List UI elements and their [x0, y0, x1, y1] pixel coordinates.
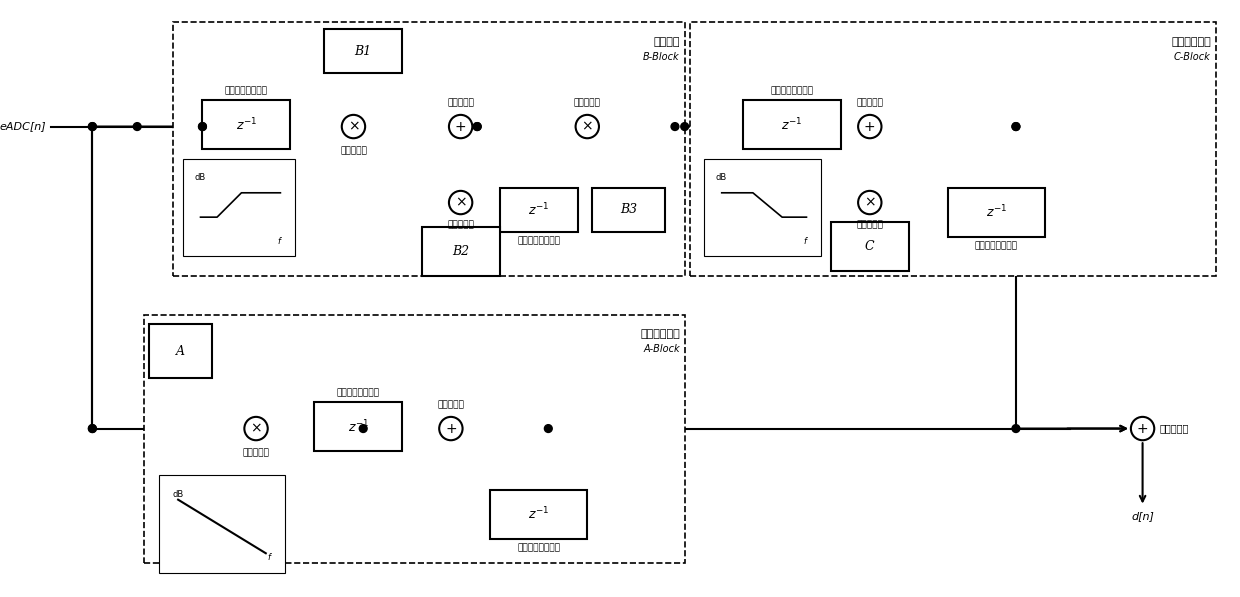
Bar [159, 475, 285, 573]
Circle shape [575, 115, 599, 139]
Text: 第一延迟寄存单元: 第一延迟寄存单元 [337, 389, 379, 398]
Text: 第四加法器: 第四加法器 [857, 98, 883, 107]
Text: B2: B2 [453, 245, 469, 258]
Bar [144, 315, 684, 563]
Bar [324, 29, 402, 73]
Text: f: f [804, 236, 806, 245]
Circle shape [1012, 122, 1019, 131]
Text: B-Block: B-Block [644, 51, 680, 61]
Circle shape [88, 424, 97, 432]
Circle shape [198, 122, 206, 131]
Text: dB: dB [715, 173, 727, 182]
Circle shape [244, 417, 268, 440]
Bar [422, 227, 500, 276]
Circle shape [360, 424, 367, 432]
Text: A: A [176, 344, 185, 358]
Bar [689, 22, 1215, 276]
Text: 第四延迟寄存单元: 第四延迟寄存单元 [517, 236, 560, 245]
Circle shape [88, 122, 97, 131]
Text: +: + [455, 119, 466, 134]
Circle shape [474, 122, 481, 131]
Bar [831, 222, 909, 270]
Text: 微分模块: 微分模块 [653, 37, 680, 47]
Circle shape [342, 115, 365, 139]
Text: +: + [1137, 421, 1148, 436]
Text: 第五乘法器: 第五乘法器 [574, 98, 600, 107]
Circle shape [88, 122, 97, 131]
Text: $z^{-1}$: $z^{-1}$ [986, 204, 1007, 220]
Text: ×: × [864, 196, 875, 210]
Bar [149, 324, 212, 378]
Text: +: + [445, 421, 456, 436]
Text: B3: B3 [620, 204, 637, 216]
Text: dB: dB [172, 490, 184, 499]
Text: f: f [268, 553, 270, 562]
Text: 第一乘法器: 第一乘法器 [243, 448, 269, 457]
Text: 第四乘法器: 第四乘法器 [857, 220, 883, 229]
Circle shape [1131, 417, 1154, 440]
Text: 第五延迟寄存单元: 第五延迟寄存单元 [770, 87, 813, 96]
Text: f: f [278, 236, 280, 245]
Text: 第二积分模块: 第二积分模块 [1171, 37, 1210, 47]
Text: +: + [864, 119, 875, 134]
Bar [593, 188, 665, 232]
Text: ×: × [582, 119, 593, 134]
Bar [704, 159, 821, 256]
Text: $z^{-1}$: $z^{-1}$ [528, 506, 549, 522]
Text: B1: B1 [355, 45, 372, 57]
Text: 第一加法器: 第一加法器 [1159, 423, 1188, 433]
Text: 第二延迟寄存单元: 第二延迟寄存单元 [517, 543, 560, 552]
Bar [184, 159, 295, 256]
Text: $z^{-1}$: $z^{-1}$ [528, 202, 549, 218]
Text: C-Block: C-Block [1174, 51, 1210, 61]
Circle shape [1012, 424, 1019, 432]
Text: eADC[n]: eADC[n] [0, 122, 47, 131]
Circle shape [88, 424, 97, 432]
Text: ×: × [250, 421, 262, 436]
Text: 第二加法器: 第二加法器 [438, 400, 464, 409]
Text: $z^{-1}$: $z^{-1}$ [781, 116, 802, 133]
Text: 第三延迟寄存单元: 第三延迟寄存单元 [224, 87, 268, 96]
Text: d[n]: d[n] [1131, 512, 1154, 521]
Text: 第一积分模块: 第一积分模块 [640, 329, 680, 339]
Bar [947, 188, 1045, 236]
Text: $z^{-1}$: $z^{-1}$ [236, 116, 257, 133]
Circle shape [544, 424, 552, 432]
Circle shape [671, 122, 678, 131]
Circle shape [449, 191, 472, 214]
Text: dB: dB [195, 173, 206, 182]
Text: 第六延迟寄存单元: 第六延迟寄存单元 [975, 242, 1018, 251]
Circle shape [198, 122, 206, 131]
Bar [490, 490, 588, 538]
Text: 第三加法器: 第三加法器 [448, 98, 474, 107]
Text: $z^{-1}$: $z^{-1}$ [347, 418, 370, 435]
Circle shape [681, 122, 688, 131]
Circle shape [858, 115, 882, 139]
Bar [202, 100, 290, 149]
Circle shape [439, 417, 463, 440]
Bar [500, 188, 578, 232]
Text: ×: × [455, 196, 466, 210]
Circle shape [133, 122, 141, 131]
Text: 第二乘法器: 第二乘法器 [340, 146, 367, 155]
Text: ×: × [347, 119, 360, 134]
Circle shape [474, 122, 481, 131]
Bar [315, 402, 402, 451]
Bar [174, 22, 684, 276]
Text: 第三乘法器: 第三乘法器 [448, 220, 474, 229]
Circle shape [1012, 122, 1019, 131]
Circle shape [449, 115, 472, 139]
Text: A-Block: A-Block [644, 344, 680, 354]
Bar [743, 100, 841, 149]
Text: C: C [866, 240, 874, 253]
Circle shape [858, 191, 882, 214]
